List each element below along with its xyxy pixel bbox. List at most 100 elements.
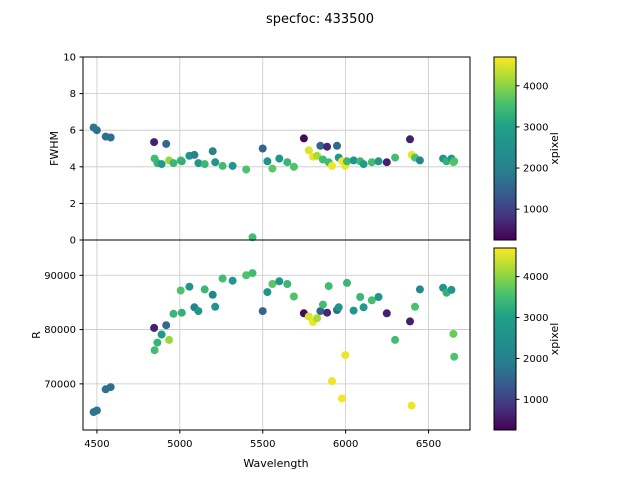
scatter-point (248, 233, 257, 242)
r-tick-label: 80000 (44, 325, 76, 336)
fwhm-tick-label: 4 (70, 162, 76, 173)
scatter-point (323, 142, 332, 151)
colorbar-bottom-label: xpixel (548, 323, 561, 356)
scatter-point (176, 286, 185, 295)
x-axis-label: Wavelength (243, 457, 308, 470)
fwhm-tick-label: 2 (70, 199, 76, 210)
fwhm-axis-label: FWHM (48, 131, 61, 166)
scatter-point (367, 296, 376, 305)
r-tick-label: 90000 (44, 271, 76, 282)
colorbar-tick-label: 2000 (523, 354, 548, 365)
x-tick-label: 5500 (250, 439, 275, 450)
scatter-point (153, 338, 162, 347)
scatter-point (343, 157, 351, 166)
colorbar-tick-label: 2000 (523, 164, 548, 175)
scatter-point (374, 293, 383, 301)
scatter-point (263, 157, 272, 166)
scatter-point (447, 285, 456, 294)
scatter-point (106, 133, 115, 142)
scatter-point (324, 282, 333, 291)
colorbar-gradient (493, 247, 517, 431)
fwhm-tick-label: 0 (70, 236, 76, 247)
scatter-point (200, 285, 209, 294)
scatter-point (450, 157, 459, 166)
scatter-point (248, 269, 257, 278)
scatter-point (268, 280, 277, 288)
scatter-point (283, 158, 292, 167)
colorbar-tick-label: 1000 (523, 205, 548, 216)
scatter-point (242, 165, 251, 174)
scatter-point (194, 307, 203, 316)
scatter-point (415, 285, 424, 294)
scatter-point (406, 135, 414, 144)
scatter-point (338, 394, 346, 403)
colorbar-top-label: xpixel (548, 132, 561, 165)
scatter-point (208, 147, 217, 156)
scatter-point (289, 292, 298, 301)
fwhm-tick-label: 6 (70, 126, 76, 137)
scatter-point (382, 309, 391, 318)
scatter-point (275, 154, 284, 163)
scatter-point (162, 321, 171, 330)
scatter-point (228, 161, 237, 170)
scatter-point (200, 160, 209, 169)
scatter-point (391, 335, 400, 344)
fwhm-tick-label: 10 (63, 53, 76, 64)
scatter-point (177, 157, 186, 166)
scatter-point (92, 406, 101, 415)
scatter-point (162, 139, 171, 148)
scatter-point (177, 308, 186, 317)
scatter-point (190, 150, 199, 159)
scatter-point (318, 300, 327, 309)
scatter-point (258, 307, 267, 316)
scatter-point (258, 144, 267, 153)
scatter-point (157, 330, 166, 339)
fwhm-tick-label: 8 (70, 89, 76, 100)
scatter-point (92, 126, 101, 135)
scatter-point (283, 280, 292, 288)
scatter-point (316, 307, 325, 316)
scatter-point (328, 377, 336, 386)
r-axis-label: R (30, 331, 43, 339)
scatter-point (157, 160, 166, 169)
scatter-point (242, 271, 251, 280)
scatter-point (415, 156, 424, 165)
scatter-point (349, 306, 358, 315)
scatter-point (449, 329, 458, 338)
scatter-point (316, 141, 325, 150)
scatter-point (150, 346, 159, 355)
generated-chart-layer: 0 2 4 6 8 10 70000 80000 90000 4500 5000 5500 6000 65… (44, 53, 548, 451)
scatter-point (374, 157, 383, 166)
x-tick-label: 5000 (167, 439, 192, 450)
chart-title: specfoc: 433500 (266, 12, 374, 27)
colorbar-tick-label: 3000 (523, 313, 548, 324)
scatter-point (211, 158, 220, 167)
scatter-point (323, 308, 332, 317)
scatter-point (382, 158, 391, 167)
scatter-point (150, 323, 159, 332)
x-tick-label: 6000 (333, 439, 358, 450)
x-tick-label: 6500 (416, 439, 441, 450)
scatter-point (349, 156, 358, 165)
scatter-point (165, 335, 174, 344)
axes-spine (82, 56, 471, 241)
colorbar-gradient (493, 56, 517, 241)
colorbar-tick-label: 4000 (523, 81, 548, 92)
scatter-point (169, 309, 178, 318)
scatter-point (356, 293, 365, 301)
colorbar-tick-label: 4000 (523, 272, 548, 283)
scatter-point (299, 134, 308, 143)
scatter-point (328, 161, 336, 170)
colorbar-tick-label: 1000 (523, 395, 548, 406)
scatter-point (359, 160, 368, 169)
scatter-point (313, 314, 322, 323)
scatter-point (411, 302, 419, 311)
scatter-point (304, 312, 313, 321)
scatter-point (218, 274, 227, 283)
scatter-point (185, 282, 194, 291)
scatter-point (391, 153, 400, 162)
scatter-point (367, 158, 376, 167)
scatter-point (208, 290, 217, 299)
scatter-point (333, 141, 341, 150)
